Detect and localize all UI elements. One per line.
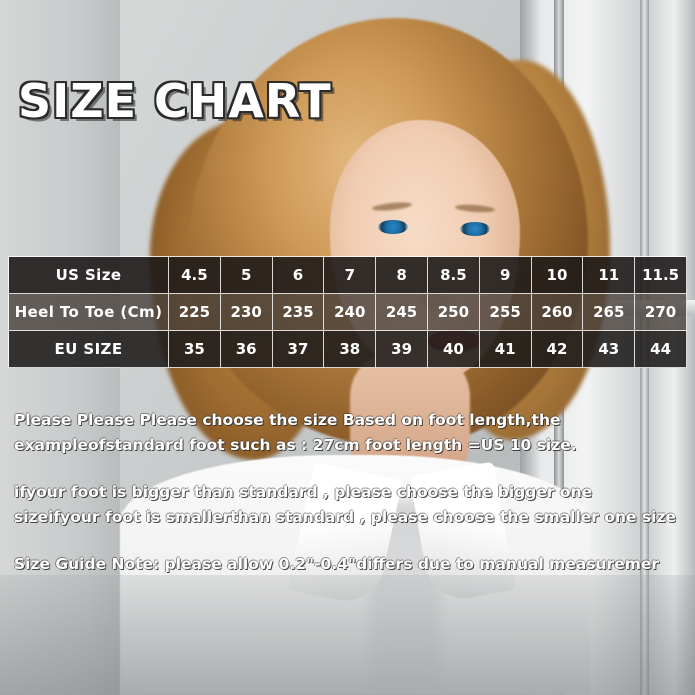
cell-eu-1: 35 bbox=[168, 330, 221, 368]
cell-heel-3: 235 bbox=[271, 293, 325, 331]
table-row-heel-to-toe: Heel To Toe (Cm) 225 230 235 240 245 250… bbox=[8, 293, 687, 331]
cell-us-8: 10 bbox=[530, 256, 584, 294]
cell-us-9: 11 bbox=[582, 256, 636, 294]
cell-eu-9: 43 bbox=[582, 330, 636, 368]
cell-us-5: 8 bbox=[375, 256, 428, 294]
cell-eu-8: 42 bbox=[530, 330, 584, 368]
cell-heel-1: 225 bbox=[168, 293, 221, 331]
size-table: US Size 4.5 5 6 7 8 8.5 9 10 11 11.5 Hee… bbox=[8, 256, 687, 368]
cell-us-6: 8.5 bbox=[426, 256, 480, 294]
cell-us-4: 7 bbox=[323, 256, 377, 294]
cell-heel-10: 270 bbox=[634, 293, 687, 331]
cell-us-7: 9 bbox=[478, 256, 532, 294]
cell-heel-5: 245 bbox=[375, 293, 428, 331]
size-table-container: US Size 4.5 5 6 7 8 8.5 9 10 11 11.5 Hee… bbox=[8, 256, 687, 368]
row-label-us-size: US Size bbox=[8, 256, 169, 294]
cell-heel-6: 250 bbox=[426, 293, 480, 331]
eye-left bbox=[378, 220, 408, 234]
cell-eu-2: 36 bbox=[219, 330, 273, 368]
table-row-us-size: US Size 4.5 5 6 7 8 8.5 9 10 11 11.5 bbox=[8, 256, 687, 294]
note-bigger-smaller: ifyour foot is bigger than standard , pl… bbox=[14, 483, 676, 526]
cell-us-1: 4.5 bbox=[168, 256, 221, 294]
cell-heel-2: 230 bbox=[219, 293, 273, 331]
cell-us-2: 5 bbox=[219, 256, 273, 294]
size-notes: Please Please Please choose the size Bas… bbox=[14, 408, 682, 577]
cell-heel-4: 240 bbox=[323, 293, 377, 331]
row-label-eu-size: EU SIZE bbox=[8, 330, 169, 368]
note-measurement-tolerance: Size Guide Note: please allow 0.2"-0.4"d… bbox=[14, 555, 660, 573]
cell-us-3: 6 bbox=[271, 256, 325, 294]
cell-eu-6: 40 bbox=[426, 330, 480, 368]
row-label-heel-to-toe: Heel To Toe (Cm) bbox=[8, 293, 169, 331]
cell-eu-10: 44 bbox=[634, 330, 687, 368]
cell-eu-3: 37 bbox=[271, 330, 325, 368]
cell-heel-9: 265 bbox=[582, 293, 636, 331]
cell-eu-7: 41 bbox=[478, 330, 532, 368]
eye-right bbox=[460, 222, 490, 236]
table-row-eu-size: EU SIZE 35 36 37 38 39 40 41 42 43 44 bbox=[8, 330, 687, 368]
cell-eu-4: 38 bbox=[323, 330, 377, 368]
cell-heel-7: 255 bbox=[478, 293, 532, 331]
cell-eu-5: 39 bbox=[375, 330, 428, 368]
page-title: SIZE CHART bbox=[18, 74, 332, 128]
cell-us-10: 11.5 bbox=[634, 256, 687, 294]
floor-gradient bbox=[0, 575, 695, 695]
note-choose-size: Please Please Please choose the size Bas… bbox=[14, 411, 577, 454]
cell-heel-8: 260 bbox=[530, 293, 584, 331]
